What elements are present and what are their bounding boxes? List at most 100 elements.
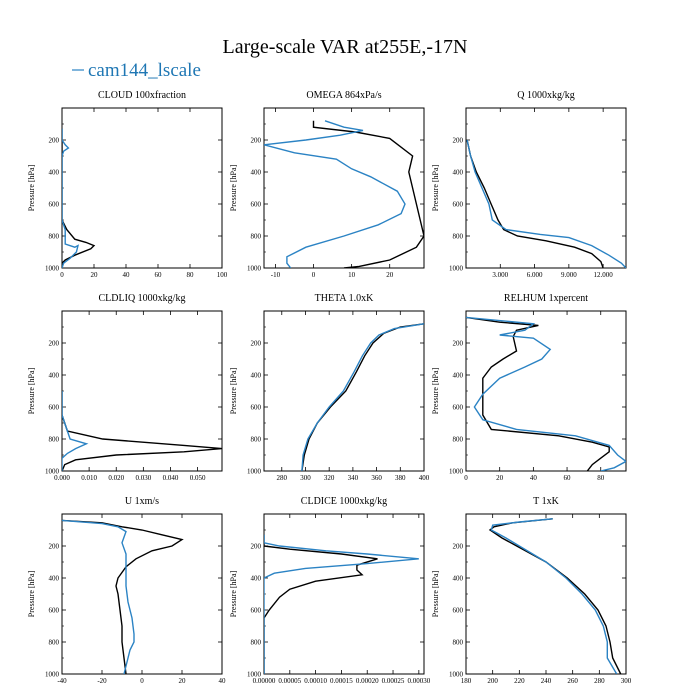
x-tick-label: 80 [597, 474, 605, 482]
series-line-reference [264, 534, 378, 674]
x-tick-label: 0.040 [163, 474, 179, 482]
x-tick-label: 360 [371, 474, 382, 482]
x-tick-label: 60 [155, 271, 163, 279]
panel-title: OMEGA 864xPa/s [306, 90, 381, 101]
x-tick-label: 0 [140, 677, 144, 685]
panel-title: U 1xm/s [125, 496, 159, 507]
series-line-reference [488, 518, 622, 674]
x-tick-label: 0.020 [108, 474, 124, 482]
x-tick-label: 0.00030 [407, 677, 430, 685]
y-tick-label: 200 [453, 340, 464, 348]
x-tick-label: 340 [348, 474, 359, 482]
panel-title: THETA 1.0xK [315, 293, 374, 304]
y-tick-label: 400 [453, 169, 464, 177]
x-tick-label: 6.000 [527, 271, 543, 279]
panel-title: CLOUD 100xfraction [98, 90, 186, 101]
panel-2: OMEGA 864xPa/s 200 400 600 800 1000 -10 0 10 20 Pr… [229, 90, 425, 279]
plot-frame [61, 107, 223, 269]
series-line-reference [466, 139, 604, 268]
y-tick-label: 600 [251, 404, 262, 412]
x-tick-label: 220 [514, 677, 525, 685]
y-tick-label: 400 [251, 372, 262, 380]
x-tick-label: 20 [91, 271, 99, 279]
x-tick-label: 0.00010 [304, 677, 327, 685]
plot-frame [465, 107, 627, 269]
series-line-cam144-lscale [466, 316, 626, 471]
panel-3: Q 1000xkg/kg 200 400 600 800 1000 3.000 6.000 9.… [431, 90, 627, 279]
x-tick-label: 20 [496, 474, 504, 482]
x-tick-label: 40 [123, 271, 131, 279]
y-tick-label: 1000 [449, 265, 464, 273]
y-tick-label: 200 [453, 543, 464, 551]
panel-title: RELHUM 1xpercent [504, 293, 588, 304]
y-axis-label: Pressure [hPa] [229, 570, 238, 617]
y-tick-label: 200 [49, 543, 60, 551]
y-tick-label: 400 [453, 372, 464, 380]
y-axis-label: Pressure [hPa] [27, 570, 36, 617]
x-tick-label: 80 [187, 271, 195, 279]
series-line-reference [62, 519, 184, 674]
y-tick-label: 400 [251, 575, 262, 583]
plot-frame [61, 513, 223, 675]
y-tick-label: 400 [251, 169, 262, 177]
y-tick-label: 600 [453, 404, 464, 412]
x-tick-label: 0 [60, 271, 64, 279]
series-line-cam144-lscale [264, 120, 406, 268]
y-tick-label: 200 [49, 137, 60, 145]
series-line-reference [466, 316, 610, 471]
y-tick-label: 1000 [45, 671, 60, 679]
y-tick-label: 800 [453, 233, 464, 241]
legend-label: cam144_lscale [88, 60, 201, 81]
series-line-reference [312, 120, 424, 268]
x-tick-label: 40 [219, 677, 227, 685]
panel-8: CLDICE 1000xkg/kg 200 400 600 800 10000.00000… [229, 496, 431, 685]
y-tick-label: 600 [251, 607, 262, 615]
x-tick-label: 40 [530, 474, 538, 482]
series-line-cam144-lscale [62, 128, 80, 268]
y-tick-label: 400 [49, 169, 60, 177]
panel-title: Q 1000xkg/kg [517, 90, 575, 101]
x-tick-label: 240 [541, 677, 552, 685]
y-tick-label: 1000 [247, 671, 262, 679]
x-tick-label: -20 [97, 677, 107, 685]
series-line-cam144-lscale [490, 518, 618, 674]
x-tick-label: 320 [324, 474, 335, 482]
series-line-cam144-lscale [62, 391, 89, 471]
x-tick-label: 3.000 [492, 271, 508, 279]
y-tick-label: 1000 [45, 468, 60, 476]
x-tick-label: 0.00020 [356, 677, 379, 685]
x-tick-label: 100 [217, 271, 228, 279]
y-tick-label: 1000 [449, 671, 464, 679]
y-tick-label: 800 [453, 436, 464, 444]
x-tick-label: 0.00025 [382, 677, 405, 685]
x-tick-label: 0 [312, 271, 316, 279]
y-tick-label: 200 [251, 340, 262, 348]
y-axis-label: Pressure [hPa] [27, 367, 36, 414]
series-line-cam144-lscale [62, 519, 135, 674]
x-tick-label: 280 [594, 677, 605, 685]
y-tick-label: 400 [49, 575, 60, 583]
y-tick-label: 1000 [247, 265, 262, 273]
y-tick-label: 200 [453, 137, 464, 145]
x-tick-label: 9.000 [561, 271, 577, 279]
series-line-reference [62, 391, 222, 471]
panel-title: T 1xK [533, 496, 559, 507]
y-tick-label: 1000 [449, 468, 464, 476]
y-axis-label: Pressure [hPa] [229, 164, 238, 211]
y-axis-label: Pressure [hPa] [431, 367, 440, 414]
y-tick-label: 200 [251, 137, 262, 145]
x-tick-label: 0 [464, 474, 468, 482]
x-tick-label: -10 [271, 271, 281, 279]
x-tick-label: 10 [348, 271, 356, 279]
x-tick-label: 380 [395, 474, 406, 482]
y-tick-label: 800 [453, 639, 464, 647]
y-tick-label: 200 [251, 543, 262, 551]
y-axis-label: Pressure [hPa] [431, 164, 440, 211]
panel-7: U 1xm/s 200 400 600 800 1000-40 -20 0 20 40 Pressu… [27, 496, 226, 685]
y-tick-label: 600 [49, 201, 60, 209]
series-line-cam144-lscale [301, 323, 424, 471]
x-tick-label: 0.000 [54, 474, 70, 482]
